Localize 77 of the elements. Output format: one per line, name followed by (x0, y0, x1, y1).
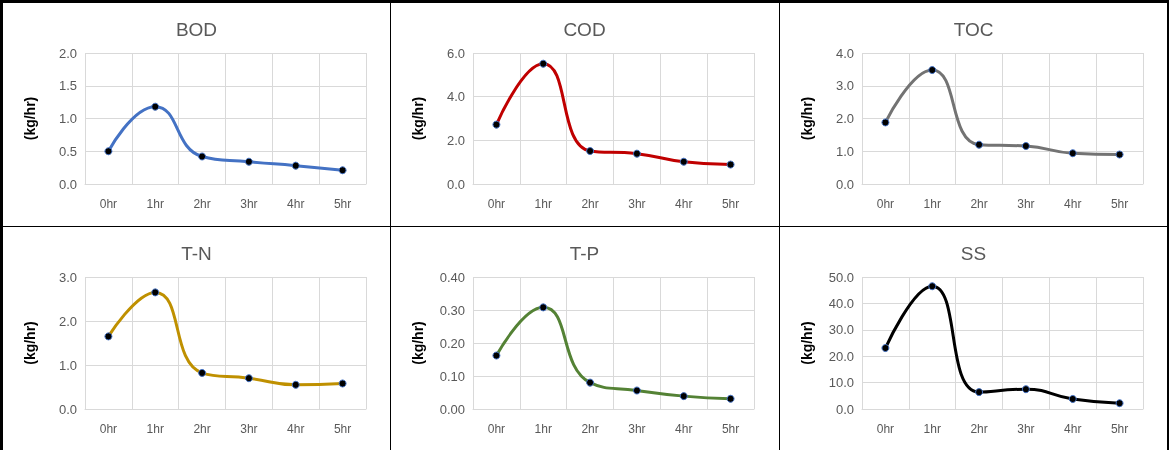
y-tick-label: 0.30 (440, 302, 466, 317)
y-tick-label: 4.0 (447, 89, 466, 105)
x-tick-label: 5hr (333, 197, 352, 211)
x-tick-label: 1hr (146, 421, 164, 436)
x-tick-label: 3hr (240, 197, 258, 211)
x-tick-label: 2hr (970, 197, 988, 211)
x-tick-label: 1hr (923, 197, 941, 211)
y-tick-label: 1.5 (58, 78, 77, 94)
y-tick-label: 0.00 (440, 401, 466, 416)
y-tick-label: 30.0 (828, 321, 854, 337)
y-tick-label: 0.0 (447, 176, 466, 192)
chart-title: SS (960, 242, 986, 264)
chart-title: COD (563, 19, 606, 40)
y-tick-label: 2.0 (58, 313, 77, 328)
y-tick-label: 0.0 (835, 176, 854, 192)
y-axis-title: (kg/hr) (798, 96, 815, 141)
y-tick-label: 50.0 (828, 269, 854, 284)
x-tick-label: 4hr (287, 197, 305, 211)
x-tick-label: 0hr (876, 197, 894, 211)
chart-title: T-N (181, 242, 212, 264)
x-tick-label: 0hr (488, 197, 506, 211)
x-tick-label: 4hr (287, 421, 305, 436)
x-tick-label: 0hr (99, 421, 118, 436)
x-tick-label: 1hr (534, 421, 553, 436)
y-tick-label: 1.0 (835, 143, 854, 159)
x-tick-label: 5hr (333, 421, 352, 436)
x-tick-label: 4hr (1063, 197, 1082, 211)
y-tick-label: 1.0 (58, 357, 77, 372)
x-tick-label: 3hr (1016, 421, 1035, 436)
x-tick-label: 5hr (1110, 421, 1128, 436)
chart-title: TOC (953, 19, 994, 40)
chart-title: BOD (175, 19, 218, 40)
y-tick-label: 3.0 (58, 269, 77, 284)
y-axis-title: (kg/hr) (798, 320, 815, 365)
y-tick-label: 20.0 (828, 348, 854, 364)
y-tick-label: 0.0 (835, 401, 854, 416)
y-axis-title: (kg/hr) (22, 96, 38, 141)
x-tick-label: 4hr (675, 421, 693, 436)
x-tick-label: 1hr (923, 421, 941, 436)
y-axis-title: (kg/hr) (410, 320, 427, 365)
y-tick-label: 2.0 (835, 111, 854, 126)
x-tick-label: 3hr (240, 421, 258, 436)
x-tick-label: 1hr (534, 197, 553, 211)
x-tick-label: 3hr (1016, 197, 1035, 211)
y-tick-label: 0.5 (58, 143, 77, 159)
x-tick-label: 3hr (628, 421, 646, 436)
x-tick-label: 4hr (675, 197, 693, 211)
y-tick-label: 6.0 (447, 45, 466, 61)
x-tick-label: 0hr (488, 421, 506, 436)
x-tick-label: 1hr (146, 197, 164, 211)
x-tick-label: 3hr (628, 197, 646, 211)
x-tick-label: 5hr (722, 197, 740, 211)
y-axis-title: (kg/hr) (22, 320, 38, 365)
y-tick-label: 2.0 (447, 132, 466, 148)
y-tick-label: 40.0 (828, 295, 854, 311)
x-tick-label: 2hr (970, 421, 988, 436)
x-tick-label: 0hr (99, 197, 118, 211)
x-tick-label: 2hr (193, 197, 211, 211)
x-tick-label: 2hr (193, 421, 211, 436)
y-tick-label: 4.0 (835, 45, 854, 61)
y-tick-label: 3.0 (835, 78, 854, 94)
y-tick-label: 0.10 (440, 368, 466, 383)
y-tick-label: 10.0 (828, 374, 854, 390)
y-tick-label: 0.0 (58, 176, 77, 192)
x-tick-label: 5hr (722, 421, 740, 436)
y-tick-label: 2.0 (58, 45, 77, 61)
x-tick-label: 4hr (1063, 421, 1082, 436)
y-axis-title: (kg/hr) (410, 96, 427, 141)
x-tick-label: 5hr (1110, 197, 1128, 211)
y-tick-label: 1.0 (58, 111, 77, 126)
y-tick-label: 0.40 (440, 269, 466, 284)
x-tick-label: 2hr (581, 197, 600, 211)
x-tick-label: 0hr (876, 421, 894, 436)
y-tick-label: 0.0 (58, 401, 77, 416)
chart-title: T-P (570, 242, 600, 264)
x-tick-label: 2hr (581, 421, 600, 436)
y-tick-label: 0.20 (440, 335, 466, 350)
